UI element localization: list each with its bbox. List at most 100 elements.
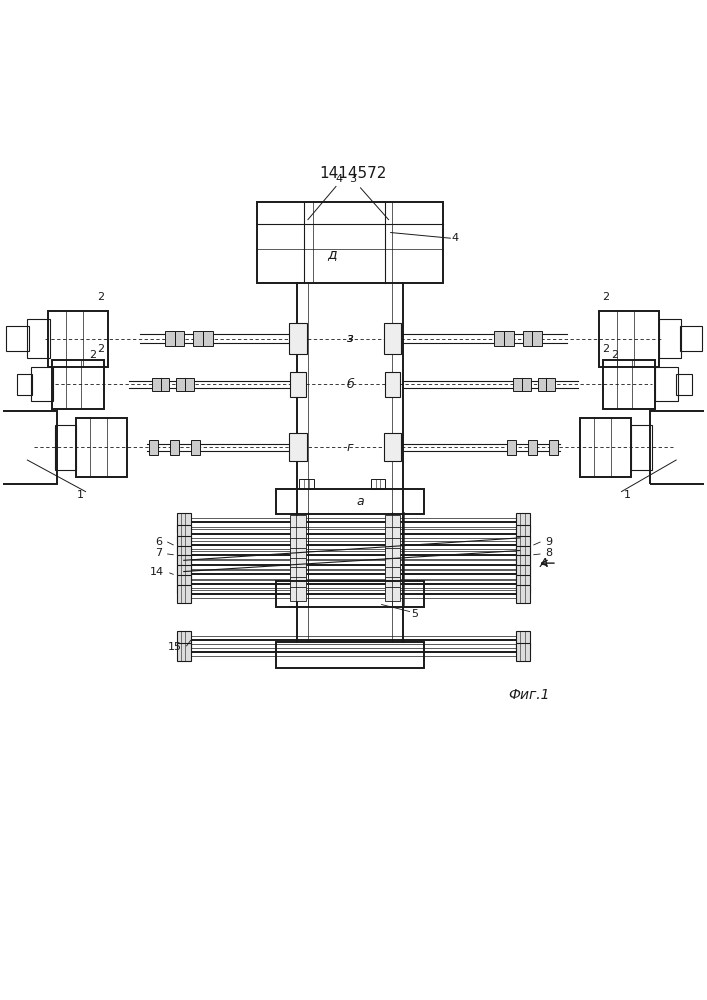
- Bar: [384, 433, 401, 461]
- Bar: [48, 311, 108, 367]
- Bar: [679, 326, 702, 351]
- Text: з: з: [346, 332, 354, 345]
- Bar: [291, 567, 306, 581]
- Text: 8: 8: [545, 548, 552, 558]
- Text: 2: 2: [98, 344, 105, 354]
- Bar: [177, 575, 191, 593]
- Bar: [655, 367, 677, 401]
- Bar: [371, 479, 385, 489]
- Bar: [580, 418, 631, 477]
- Bar: [203, 331, 213, 346]
- Bar: [291, 558, 306, 572]
- Text: А: А: [540, 557, 549, 570]
- Text: д: д: [327, 247, 337, 261]
- Bar: [516, 513, 530, 532]
- Bar: [385, 587, 400, 601]
- Bar: [6, 326, 29, 351]
- Bar: [185, 378, 194, 391]
- Bar: [291, 548, 306, 562]
- Bar: [177, 585, 191, 603]
- Bar: [494, 331, 504, 346]
- Bar: [676, 374, 691, 395]
- Bar: [177, 555, 191, 574]
- Bar: [385, 567, 400, 581]
- Bar: [659, 319, 681, 358]
- Text: 1414572: 1414572: [320, 166, 387, 181]
- Bar: [177, 546, 191, 564]
- Bar: [177, 513, 191, 532]
- Text: Фиг.1: Фиг.1: [508, 688, 549, 702]
- Bar: [257, 202, 443, 283]
- Bar: [631, 425, 652, 470]
- Bar: [504, 331, 514, 346]
- Text: 1: 1: [624, 490, 631, 500]
- Bar: [177, 631, 191, 649]
- Bar: [177, 525, 191, 543]
- Bar: [152, 378, 160, 391]
- Bar: [599, 311, 659, 367]
- Text: 1: 1: [76, 490, 83, 500]
- Bar: [516, 565, 530, 583]
- Bar: [537, 378, 547, 391]
- Bar: [176, 378, 185, 391]
- Bar: [191, 440, 200, 455]
- Text: 9: 9: [545, 537, 552, 547]
- Bar: [650, 411, 707, 484]
- Bar: [516, 575, 530, 593]
- Bar: [507, 440, 516, 455]
- Bar: [170, 440, 179, 455]
- Bar: [516, 525, 530, 543]
- Bar: [193, 331, 203, 346]
- Bar: [17, 374, 33, 395]
- Text: з: з: [346, 332, 354, 345]
- Bar: [291, 538, 306, 552]
- Text: 2: 2: [602, 344, 609, 354]
- Text: 2: 2: [611, 350, 618, 360]
- Bar: [516, 585, 530, 603]
- Bar: [160, 378, 170, 391]
- Bar: [522, 331, 532, 346]
- Bar: [549, 440, 558, 455]
- Bar: [516, 536, 530, 554]
- Bar: [165, 331, 175, 346]
- Text: 14: 14: [150, 567, 164, 577]
- Bar: [522, 378, 531, 391]
- Bar: [385, 538, 400, 552]
- Text: 2: 2: [89, 350, 96, 360]
- Bar: [528, 440, 537, 455]
- Bar: [276, 489, 423, 514]
- Bar: [177, 536, 191, 554]
- Bar: [513, 378, 522, 391]
- Bar: [289, 323, 307, 354]
- Bar: [385, 548, 400, 562]
- Text: 4: 4: [452, 233, 459, 243]
- Text: а: а: [357, 495, 364, 508]
- Bar: [28, 319, 49, 358]
- Bar: [291, 515, 306, 529]
- Text: г: г: [346, 441, 354, 454]
- Text: б: б: [346, 378, 354, 391]
- Bar: [385, 558, 400, 572]
- Bar: [547, 378, 555, 391]
- Bar: [291, 577, 306, 591]
- Text: 2: 2: [98, 292, 105, 302]
- Bar: [55, 425, 76, 470]
- Text: 2: 2: [602, 292, 609, 302]
- Bar: [516, 643, 530, 661]
- Bar: [516, 555, 530, 574]
- Bar: [291, 587, 306, 601]
- Bar: [385, 527, 400, 541]
- Bar: [385, 515, 400, 529]
- Bar: [149, 440, 158, 455]
- Bar: [516, 631, 530, 649]
- Text: 6: 6: [155, 537, 162, 547]
- Bar: [289, 433, 307, 461]
- Bar: [52, 360, 105, 409]
- Bar: [0, 411, 57, 484]
- Bar: [276, 581, 423, 607]
- Text: 4  3: 4 3: [336, 174, 357, 184]
- Bar: [31, 367, 53, 401]
- Text: 5: 5: [411, 609, 418, 619]
- Text: 15: 15: [168, 642, 182, 652]
- Bar: [385, 577, 400, 591]
